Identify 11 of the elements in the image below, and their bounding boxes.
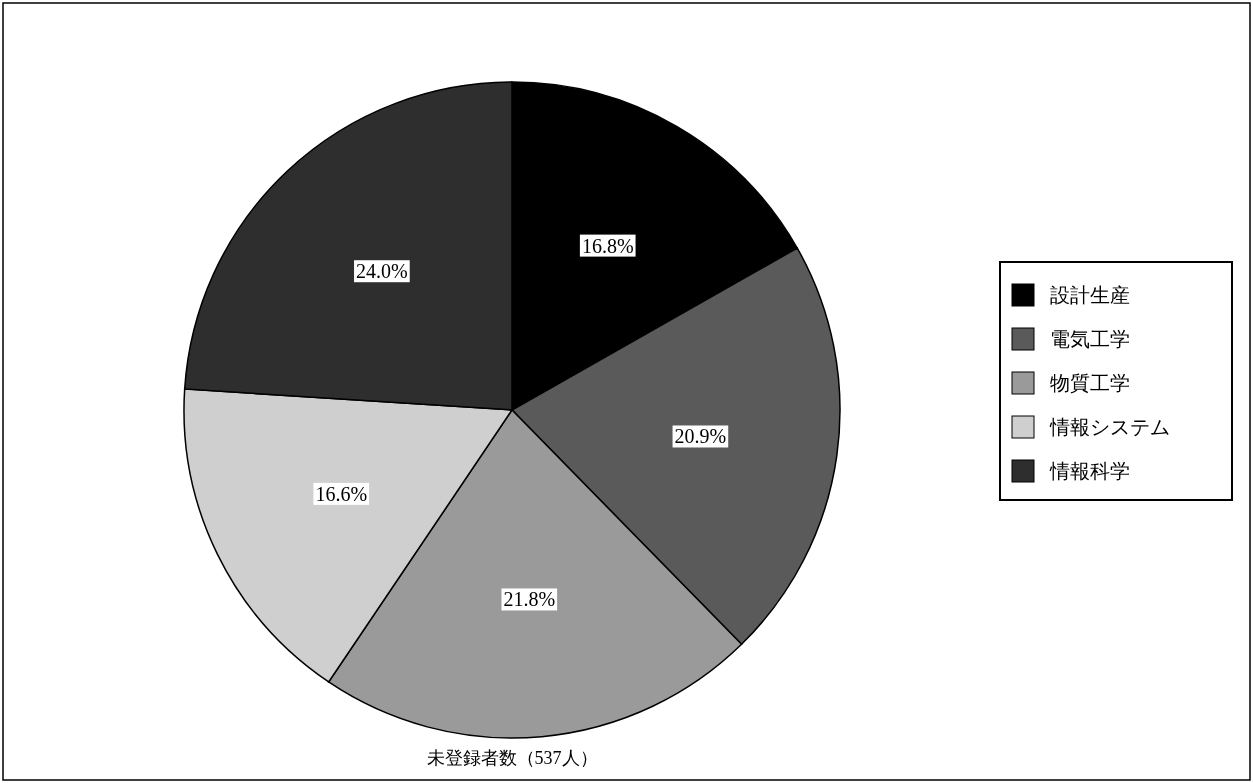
legend-label: 電気工学 [1050, 327, 1130, 351]
data-label: 21.8% [503, 588, 556, 611]
legend-label: 設計生産 [1050, 283, 1130, 307]
data-label: 16.8% [581, 234, 634, 257]
legend-label: 物質工学 [1050, 371, 1130, 395]
text: 未登録者数（537人） [426, 748, 598, 768]
data-label: 24.0% [356, 260, 408, 283]
data-label: 20.9% [674, 425, 727, 448]
data-label: 16.6% [315, 482, 368, 505]
legend-label: 情報科学 [1049, 459, 1130, 483]
legend-label: 情報システム [1049, 415, 1170, 439]
